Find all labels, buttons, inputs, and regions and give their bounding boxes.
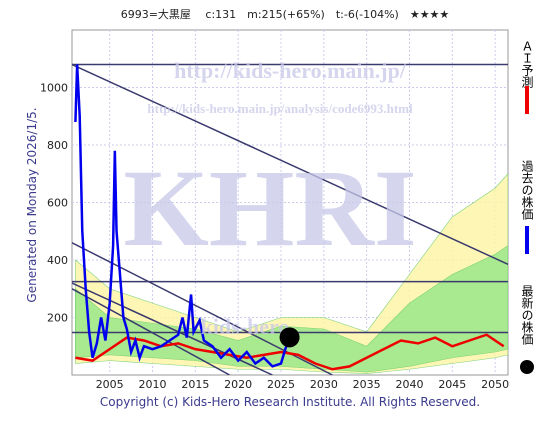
latest-price xyxy=(279,327,300,348)
y-tick-label: 800 xyxy=(47,139,68,152)
legend-label: ＡＩ予測 xyxy=(520,40,534,89)
y-tick-label: 200 xyxy=(47,312,68,325)
x-tick-label: 2050 xyxy=(481,378,509,391)
x-tick-label: 2010 xyxy=(139,378,167,391)
x-tick-label: 2045 xyxy=(438,378,466,391)
y-tick-label: 600 xyxy=(47,197,68,210)
legend-marker xyxy=(520,360,534,374)
plot xyxy=(72,30,508,375)
series-line xyxy=(75,333,505,371)
trend-line xyxy=(72,63,508,265)
chart-title: 6993=大黒屋 c:131 m:215(+65%) t:-6(-104%) ★… xyxy=(121,7,450,21)
watermark: http://kids-hero.main.jp/ xyxy=(174,58,407,83)
x-tick-label: 2025 xyxy=(267,378,295,391)
x-tick-label: 2035 xyxy=(353,378,381,391)
legend-label: 最新の株価 xyxy=(520,285,534,345)
copyright: Copyright (c) Kids-Hero Research Institu… xyxy=(100,395,480,409)
x-tick-label: 2020 xyxy=(224,378,252,391)
watermark: kids-hero xyxy=(201,314,290,339)
x-tick-label: 2015 xyxy=(181,378,209,391)
x-tick-label: 2030 xyxy=(310,378,338,391)
watermark: http://kids-hero.main.jp/analysis/code69… xyxy=(147,101,413,116)
x-tick-label: 2005 xyxy=(96,378,124,391)
y-tick-label: 1000 xyxy=(40,82,68,95)
x-tick-label: 2040 xyxy=(395,378,423,391)
watermark: KHRI xyxy=(123,147,416,269)
side-note: Generated on Monday 2026/1/5. xyxy=(25,107,39,302)
series-line xyxy=(74,64,291,368)
y-tick-label: 400 xyxy=(47,254,68,267)
legend-label: 過去の株価 xyxy=(520,160,534,220)
